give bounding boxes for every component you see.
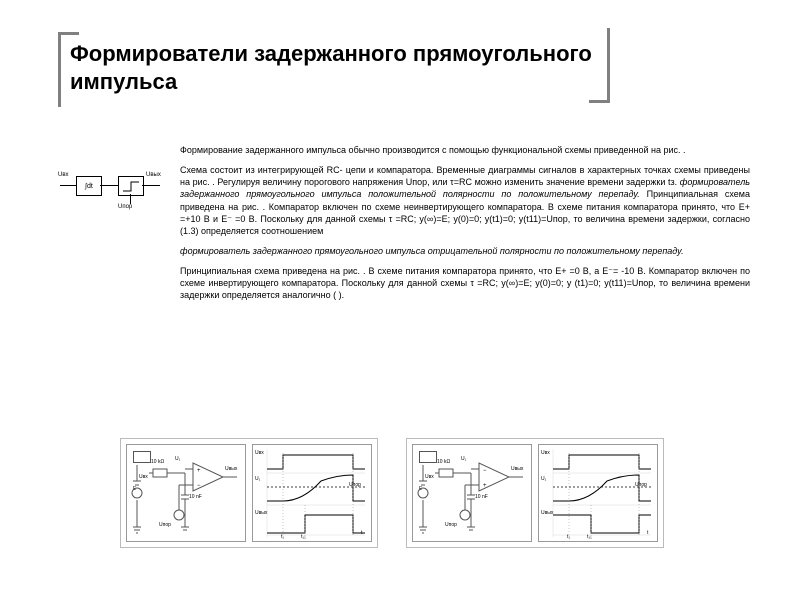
wire	[130, 194, 131, 204]
integrator-block: ∫dt	[76, 176, 102, 196]
label-wave-u1: U₁	[541, 477, 546, 482]
body-text: Формирование задержанного импульса обычн…	[180, 144, 750, 310]
label-t11: t₁₁	[587, 535, 592, 540]
label-t11: t₁₁	[301, 535, 306, 540]
circuit-schematic-negative: E − + 10 kΩ 10 nF U₁ Uпор Uвых	[412, 444, 532, 542]
svg-text:+: +	[483, 483, 487, 489]
wire	[100, 185, 118, 186]
paragraph: Формирование задержанного импульса обычн…	[180, 144, 750, 156]
label-upor: Uпор	[118, 204, 132, 210]
paragraph: Принципиальная схема приведена на рис. .…	[180, 265, 750, 301]
bracket-left-icon	[58, 32, 79, 107]
label-t: t	[647, 531, 648, 536]
label-uin: Uвх	[58, 172, 69, 178]
label-upor: Uпор	[445, 523, 457, 528]
waveform-positive: Uвх U₁ Uпор Uвых t₁ t₁₁ t	[252, 444, 372, 542]
svg-text:−: −	[197, 483, 201, 489]
label-t1: t₁	[567, 535, 570, 540]
label-upor: Uпор	[159, 523, 171, 528]
label-wave-uout: Uвых	[541, 511, 553, 516]
bracket-right-icon	[589, 28, 610, 103]
label-wave-upor: Uпор	[635, 483, 647, 488]
circuit-wires: + −	[127, 445, 245, 541]
label-t1: t₁	[281, 535, 284, 540]
figure-row: E + − 10 kΩ 10	[120, 438, 664, 548]
circuit-schematic-positive: E + − 10 kΩ 10	[126, 444, 246, 542]
wire	[60, 185, 76, 186]
waveform-negative: Uвх U₁ Uпор Uвых t₁ t₁₁ t	[538, 444, 658, 542]
step-icon	[121, 179, 141, 193]
label-uout: Uвых	[511, 467, 523, 472]
page-title: Формирователи задержанного прямоугольног…	[64, 38, 604, 97]
waveform-plot	[539, 445, 657, 541]
figure-pair-negative: E − + 10 kΩ 10 nF U₁ Uпор Uвых	[406, 438, 664, 548]
label-wave-uin: Uвх	[541, 451, 550, 456]
label-uout: Uвых	[146, 172, 161, 178]
svg-text:−: −	[483, 468, 487, 474]
label-wave-upor: Uпор	[349, 483, 361, 488]
comparator-block	[118, 176, 144, 196]
circuit-wires: − +	[413, 445, 531, 541]
paragraph-emphasis: формирователь задержанного прямоугольног…	[180, 245, 750, 257]
label-u1: U₁	[175, 457, 180, 462]
label-c: 10 nF	[189, 495, 202, 500]
label-u1: U₁	[461, 457, 466, 462]
label-t: t	[361, 531, 362, 536]
waveform-plot	[253, 445, 371, 541]
block-diagram: Uвх ∫dt Uвых Uпор	[60, 170, 168, 200]
label-wave-uout: Uвых	[255, 511, 267, 516]
title-block: Формирователи задержанного прямоугольног…	[64, 38, 604, 97]
figure-pair-positive: E + − 10 kΩ 10	[120, 438, 378, 548]
label-c: 10 nF	[475, 495, 488, 500]
label-wave-uin: Uвх	[255, 451, 264, 456]
label-uin: Uвх	[139, 475, 148, 480]
svg-text:+: +	[197, 468, 201, 474]
label-uin: Uвх	[425, 475, 434, 480]
paragraph: Схема состоит из интегрирующей RC- цепи …	[180, 164, 750, 237]
wire	[142, 185, 160, 186]
label-wave-u1: U₁	[255, 477, 260, 482]
label-r: 10 kΩ	[151, 460, 164, 465]
label-uout: Uвых	[225, 467, 237, 472]
label-r: 10 kΩ	[437, 460, 450, 465]
text-run: Схема состоит из интегрирующей RC- цепи …	[180, 165, 750, 187]
